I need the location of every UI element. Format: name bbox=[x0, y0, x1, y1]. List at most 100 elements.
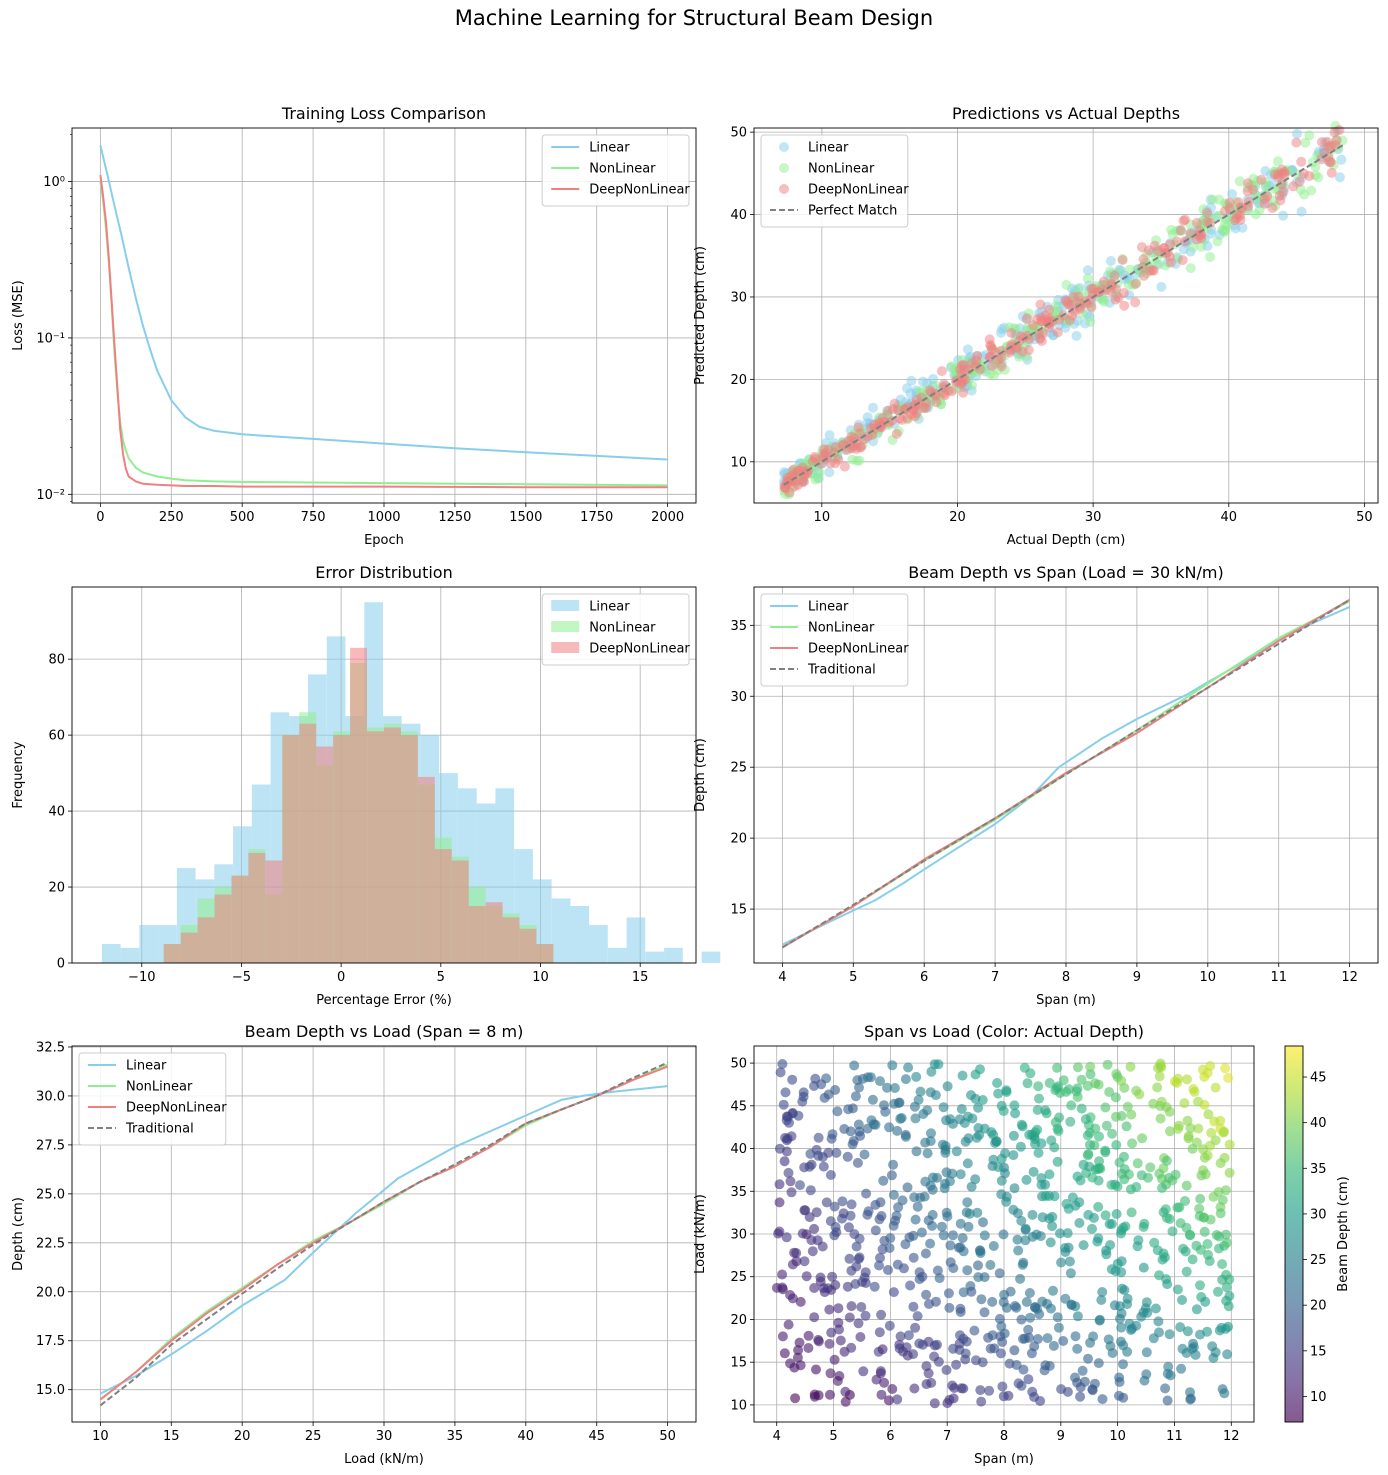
scatter-point bbox=[877, 1344, 888, 1355]
y-tick-label: 27.5 bbox=[36, 1138, 65, 1153]
scatter-point bbox=[948, 1263, 959, 1274]
scatter-point bbox=[858, 1366, 869, 1377]
scatter-point bbox=[902, 1182, 913, 1193]
scatter-point bbox=[957, 1070, 968, 1081]
scatter-point bbox=[887, 1384, 898, 1394]
legend-key-linear bbox=[779, 142, 789, 152]
scatter-point bbox=[1114, 1372, 1125, 1383]
scatter-point bbox=[1153, 1316, 1164, 1327]
y-tick-label: 60 bbox=[48, 729, 65, 744]
y-axis-label: Load (kN/m) bbox=[693, 1194, 708, 1274]
scatter-point bbox=[910, 1214, 921, 1225]
scatter-point bbox=[794, 1337, 805, 1348]
scatter-point bbox=[1172, 1284, 1183, 1295]
series-line-linear bbox=[99, 145, 668, 461]
scatter-point bbox=[1066, 1100, 1077, 1111]
scatter-point bbox=[1015, 1273, 1026, 1284]
scatter-point bbox=[1166, 224, 1177, 235]
scatter-point bbox=[930, 390, 941, 401]
series-line-traditional bbox=[99, 1061, 669, 1407]
scatter-point bbox=[781, 1232, 792, 1243]
scatter-point bbox=[868, 402, 878, 413]
scatter-point bbox=[870, 1199, 881, 1210]
scatter-point bbox=[1199, 1226, 1210, 1237]
scatter-point bbox=[900, 1239, 911, 1250]
scatter-point bbox=[884, 1243, 895, 1253]
scatter-point bbox=[979, 1307, 990, 1318]
scatter-point bbox=[955, 364, 965, 375]
scatter-point bbox=[1182, 1115, 1193, 1126]
y-tick-label: 40 bbox=[48, 805, 65, 820]
scatter-point bbox=[1200, 1296, 1211, 1307]
scatter-point bbox=[838, 1208, 849, 1219]
scatter-point bbox=[1062, 1386, 1073, 1397]
scatter-point bbox=[860, 1310, 871, 1321]
scatter-point bbox=[1033, 1147, 1044, 1158]
scatter-point bbox=[1205, 252, 1216, 262]
scatter-point bbox=[962, 1265, 973, 1276]
scatter-point bbox=[783, 1319, 794, 1330]
scatter-point bbox=[940, 1144, 951, 1155]
scatter-point bbox=[958, 1287, 969, 1298]
scatter-point bbox=[894, 413, 905, 424]
scatter-point bbox=[1064, 1256, 1075, 1267]
scatter-point bbox=[888, 1220, 899, 1231]
scatter-point bbox=[835, 1335, 846, 1346]
scatter-point bbox=[929, 1398, 940, 1409]
series-line-linear bbox=[99, 1085, 668, 1395]
scatter-point bbox=[898, 1346, 908, 1357]
scatter-point bbox=[1217, 1195, 1228, 1206]
scatter-point bbox=[1023, 1374, 1034, 1385]
histogram-bar bbox=[532, 879, 552, 963]
scatter-point bbox=[1177, 1343, 1188, 1354]
scatter-point bbox=[851, 1241, 862, 1252]
x-tick-label: −5 bbox=[232, 970, 251, 985]
scatter-point bbox=[786, 1187, 797, 1198]
scatter-point bbox=[777, 1269, 788, 1280]
scatter-point bbox=[1087, 1223, 1097, 1234]
colorbar-tick-label: 35 bbox=[1310, 1162, 1327, 1177]
legend-label-linear: Linear bbox=[808, 600, 849, 615]
scatter-point bbox=[874, 1260, 884, 1271]
scatter-point bbox=[787, 1074, 798, 1085]
scatter-point bbox=[1115, 1313, 1125, 1324]
scatter-point bbox=[1044, 1169, 1055, 1180]
y-tick-label: 20 bbox=[48, 881, 65, 896]
scatter-point bbox=[1196, 241, 1207, 252]
scatter-point bbox=[1078, 1240, 1089, 1251]
x-tick-label: 50 bbox=[659, 1429, 676, 1444]
scatter-point bbox=[1296, 156, 1307, 167]
scatter-point bbox=[1215, 1158, 1226, 1169]
scatter-point bbox=[1085, 1069, 1096, 1080]
scatter-point bbox=[955, 1218, 966, 1229]
scatter-point bbox=[971, 1132, 982, 1143]
scatter-point bbox=[1220, 1185, 1231, 1196]
scatter-point bbox=[1070, 1331, 1081, 1342]
x-tick-label: 10 bbox=[92, 1429, 109, 1444]
scatter-point bbox=[946, 386, 957, 397]
x-tick-label: 4 bbox=[773, 1429, 781, 1444]
scatter-point bbox=[1087, 289, 1098, 300]
scatter-point bbox=[897, 1195, 908, 1206]
scatter-point bbox=[1025, 1068, 1036, 1079]
legend-label-linear: Linear bbox=[589, 141, 630, 156]
scatter-point bbox=[1101, 1249, 1112, 1260]
colorbar bbox=[1284, 1045, 1304, 1423]
scatter-point bbox=[1114, 1390, 1124, 1401]
scatter-point bbox=[1026, 1348, 1037, 1359]
scatter-point bbox=[853, 1119, 864, 1130]
chart-title: Beam Depth vs Span (Load = 30 kN/m) bbox=[908, 563, 1223, 582]
scatter-point bbox=[1148, 1333, 1159, 1344]
legend-label-nonlinear: NonLinear bbox=[589, 621, 656, 636]
legend-key-linear bbox=[551, 600, 580, 611]
scatter-point bbox=[1156, 281, 1167, 292]
scatter-point bbox=[795, 1180, 805, 1191]
scatter-point bbox=[860, 1278, 871, 1288]
scatter-point bbox=[1217, 1274, 1228, 1285]
scatter-point bbox=[1117, 255, 1128, 265]
y-tick-label: 15.0 bbox=[36, 1383, 65, 1398]
scatter-point bbox=[996, 345, 1007, 356]
scatter-point bbox=[951, 1359, 962, 1370]
x-tick-label: 6 bbox=[886, 1429, 894, 1444]
legend-key-nonlinear bbox=[779, 163, 789, 173]
